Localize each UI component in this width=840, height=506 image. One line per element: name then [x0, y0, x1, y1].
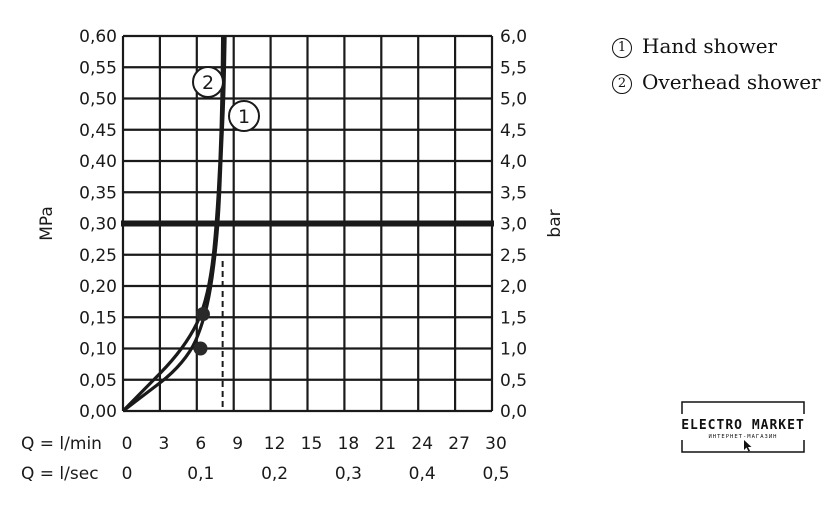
x-tick-label: 0,2: [261, 464, 288, 484]
legend-item-hand-shower: 1 Hand shower: [612, 34, 777, 58]
y-left-tick-label: 0,25: [79, 246, 117, 266]
y-right-tick-label: 2,5: [500, 246, 527, 266]
y-left-axis-label: MPa: [37, 206, 57, 241]
x-row-label: Q = l/min: [21, 434, 102, 454]
y-right-axis-label: bar: [545, 209, 565, 237]
chart-marks: 12: [121, 35, 494, 413]
x-tick-label: 27: [448, 434, 470, 454]
y-left-tick-label: 0,40: [79, 152, 117, 172]
y-right-tick-label: 4,5: [500, 121, 527, 141]
y-left-tick-label: 0,20: [79, 277, 117, 297]
x-tick-label: 3: [158, 434, 169, 454]
x-tick-label: 9: [232, 434, 243, 454]
y-left-tick-label: 0,30: [79, 215, 117, 235]
x-tick-label: 0,4: [409, 464, 436, 484]
y-left-tick-label: 0,45: [79, 121, 117, 141]
curve-marker-label-1: 1: [238, 106, 250, 128]
y-right-tick-label: 4,0: [500, 152, 527, 172]
y-right-tick-label: 1,0: [500, 340, 527, 360]
y-right-tick-label: 0,0: [500, 402, 527, 422]
legend-marker-1: 1: [612, 38, 632, 58]
curve-marker-2: [192, 66, 224, 98]
x-tick-label: 0: [122, 434, 133, 454]
y-right-tick-label: 5,0: [500, 90, 527, 110]
x-tick-label: 12: [264, 434, 286, 454]
series-point-2: [195, 307, 210, 322]
y-right-tick-label: 3,5: [500, 183, 527, 203]
series-point-1: [193, 341, 208, 356]
x-tick-label: 24: [411, 434, 433, 454]
y-left-tick-label: 0,05: [79, 371, 117, 391]
y-right-tick-label: 3,0: [500, 215, 527, 235]
x-tick-label: 15: [301, 434, 323, 454]
x-tick-label: 0,3: [335, 464, 362, 484]
y-left-tick-label: 0,00: [79, 402, 117, 422]
svg-text:ELECTRO MARKET: ELECTRO MARKET: [681, 418, 805, 433]
y-right-tick-label: 1,5: [500, 308, 527, 328]
x-tick-label: 21: [374, 434, 396, 454]
y-left-tick-label: 0,55: [79, 58, 117, 78]
x-row-label: Q = l/sec: [21, 464, 99, 484]
y-left-tick-label: 0,10: [79, 340, 117, 360]
y-left-tick-label: 0,15: [79, 308, 117, 328]
x-tick-label: 30: [485, 434, 507, 454]
x-tick-label: 0: [122, 464, 133, 484]
y-right-tick-label: 6,0: [500, 27, 527, 47]
chart-labels: 0,000,050,100,150,200,250,300,350,400,45…: [21, 27, 565, 484]
y-left-tick-label: 0,50: [79, 90, 117, 110]
legend-marker-2: 2: [612, 74, 632, 94]
legend-label-hand-shower: Hand shower: [642, 34, 778, 58]
svg-text:ИНТЕРНЕТ-МАГАЗИН: ИНТЕРНЕТ-МАГАЗИН: [709, 434, 778, 440]
curve-marker-label-2: 2: [202, 72, 214, 94]
y-right-tick-label: 2,0: [500, 277, 527, 297]
curve-marker-1: [228, 100, 260, 132]
x-tick-label: 0,1: [187, 464, 214, 484]
y-right-tick-label: 0,5: [500, 371, 527, 391]
x-tick-label: 18: [338, 434, 360, 454]
x-tick-label: 0,5: [482, 464, 509, 484]
legend-label-overhead-shower: Overhead shower: [642, 70, 821, 94]
y-left-tick-label: 0,60: [79, 27, 117, 47]
y-right-tick-label: 5,5: [500, 58, 527, 78]
y-left-tick-label: 0,35: [79, 183, 117, 203]
legend-item-overhead-shower: 2 Overhead shower: [612, 70, 821, 94]
x-tick-label: 6: [195, 434, 206, 454]
electro-market-logo: ELECTRO MARKET ИНТЕРНЕТ-МАГАЗИН: [681, 401, 805, 453]
